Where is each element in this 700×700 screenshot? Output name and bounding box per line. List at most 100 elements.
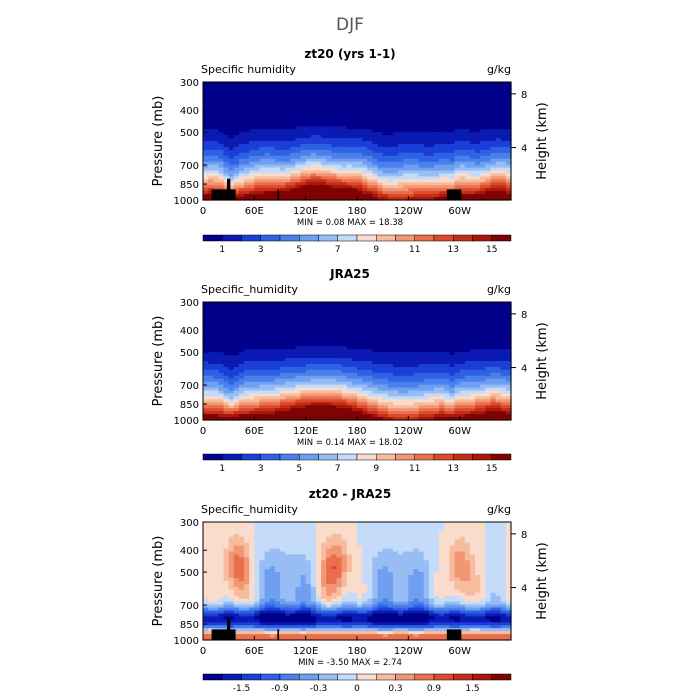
field-cell: [459, 322, 466, 327]
field-cell: [387, 141, 394, 145]
field-cell: [254, 194, 261, 198]
field-cell: [377, 375, 384, 380]
field-cell: [238, 135, 245, 139]
field-cell: [413, 396, 420, 400]
field-cell: [285, 170, 291, 175]
field-cell: [413, 313, 420, 318]
field-cell: [208, 135, 214, 139]
field-cell: [213, 185, 219, 189]
field-cell: [495, 161, 502, 166]
field-cell: [423, 340, 430, 344]
field-cell: [505, 173, 512, 177]
field-cell: [300, 138, 307, 142]
field-cell: [439, 149, 445, 154]
field-cell: [285, 176, 291, 180]
field-cell: [485, 372, 492, 377]
field-cell: [223, 302, 230, 306]
field-cell: [505, 393, 512, 397]
field-cell: [238, 152, 245, 157]
field-cell: [208, 155, 214, 160]
field-cell: [403, 355, 409, 359]
field-cell: [310, 132, 317, 136]
colorbar-swatch: [260, 453, 281, 461]
field-cell: [449, 322, 456, 327]
field-cell: [469, 155, 476, 160]
field-cell: [238, 132, 245, 136]
field-cell: [490, 384, 497, 389]
field-cell: [321, 108, 327, 113]
field-cell: [295, 149, 302, 154]
y-tick-label: 400: [180, 106, 199, 117]
field-cell: [398, 173, 404, 177]
field-cell: [326, 96, 332, 101]
field-cell: [218, 387, 225, 392]
field-cell: [223, 343, 230, 347]
field-cell: [454, 158, 461, 163]
field-cell: [418, 399, 425, 403]
field-cell: [454, 408, 461, 412]
field-cell: [505, 411, 512, 415]
field-cell: [213, 325, 219, 330]
field-cell: [480, 414, 486, 418]
field-cell: [485, 126, 492, 130]
field-cell: [377, 414, 384, 418]
field-cell: [233, 387, 240, 392]
field-cell: [208, 302, 214, 306]
field-cell: [244, 188, 250, 192]
field-cell: [367, 143, 373, 148]
field-cell: [387, 384, 394, 389]
field-cell: [326, 396, 332, 400]
field-cell: [218, 313, 225, 318]
field-cell: [490, 390, 497, 395]
field-cell: [480, 322, 486, 327]
field-cell: [300, 352, 307, 356]
field-cell: [480, 99, 486, 104]
field-cell: [490, 331, 497, 336]
field-cell: [331, 384, 338, 389]
field-cell: [274, 369, 281, 374]
field-cell: [428, 331, 435, 336]
field-cell: [444, 378, 450, 383]
field-cell: [259, 381, 266, 386]
field-cell: [382, 179, 389, 183]
field-cell: [418, 304, 425, 309]
field-cell: [331, 141, 338, 145]
field-cell: [218, 173, 225, 177]
field-cell: [259, 375, 266, 380]
field-cell: [357, 408, 363, 412]
field-cell: [336, 316, 343, 321]
field-cell: [285, 108, 291, 113]
field-cell: [321, 93, 327, 98]
field-cell: [233, 194, 240, 198]
field-cell: [326, 378, 332, 383]
field-cell: [310, 343, 317, 347]
field-cell: [469, 188, 476, 192]
field-cell: [449, 182, 456, 186]
field-cell: [444, 304, 450, 309]
field-cell: [500, 117, 507, 121]
field-cell: [423, 358, 430, 362]
field-cell: [475, 108, 481, 113]
field-cell: [392, 93, 399, 98]
field-cell: [315, 105, 322, 110]
field-cell: [428, 141, 435, 145]
field-cell: [213, 158, 219, 163]
field-cell: [423, 149, 430, 154]
field-cell: [505, 146, 512, 151]
field-cell: [505, 331, 512, 336]
field-cell: [310, 402, 317, 406]
field-cell: [372, 99, 379, 104]
field-cell: [244, 93, 250, 98]
field-cell: [428, 522, 435, 526]
field-cell: [485, 129, 492, 133]
field-cell: [490, 363, 497, 368]
field-cell: [454, 82, 461, 86]
field-cell: [259, 135, 266, 139]
field-cell: [357, 191, 363, 195]
field-cell: [382, 375, 389, 380]
field-cell: [305, 316, 312, 321]
field-cell: [377, 313, 384, 318]
field-cell: [367, 82, 373, 86]
field-cell: [310, 331, 317, 336]
field-cell: [300, 132, 307, 136]
